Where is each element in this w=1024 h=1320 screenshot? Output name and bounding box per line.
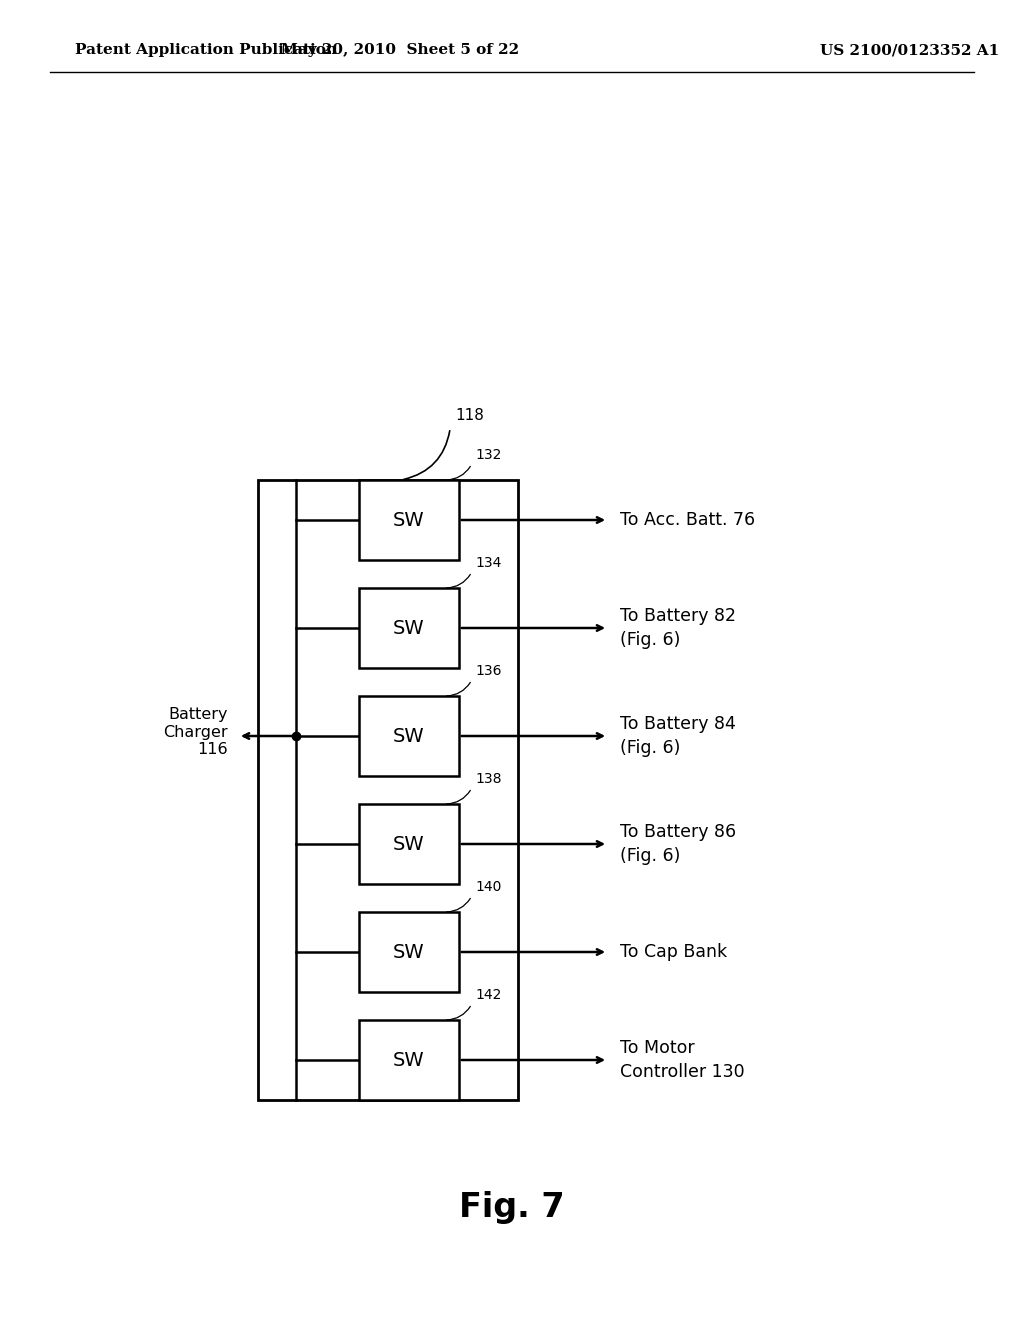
Text: SW: SW bbox=[393, 834, 425, 854]
Text: 132: 132 bbox=[476, 447, 502, 462]
FancyArrowPatch shape bbox=[446, 574, 470, 587]
Bar bbox=[358, 696, 459, 776]
Bar bbox=[358, 587, 459, 668]
FancyArrowPatch shape bbox=[403, 430, 450, 479]
Text: Fig. 7: Fig. 7 bbox=[459, 1192, 565, 1225]
Bar bbox=[358, 912, 459, 993]
Text: (Fig. 6): (Fig. 6) bbox=[620, 847, 680, 865]
Text: 140: 140 bbox=[476, 880, 502, 894]
Text: To Battery 86: To Battery 86 bbox=[620, 822, 736, 841]
Text: 138: 138 bbox=[476, 772, 503, 785]
Text: To Acc. Batt. 76: To Acc. Batt. 76 bbox=[620, 511, 755, 529]
Text: (Fig. 6): (Fig. 6) bbox=[620, 631, 680, 649]
Text: SW: SW bbox=[393, 726, 425, 746]
Text: 142: 142 bbox=[476, 987, 502, 1002]
Text: To Motor: To Motor bbox=[620, 1039, 694, 1057]
Bar bbox=[358, 1020, 459, 1100]
FancyArrowPatch shape bbox=[446, 682, 470, 696]
Text: US 2100/0123352 A1: US 2100/0123352 A1 bbox=[820, 44, 999, 57]
Text: SW: SW bbox=[393, 1051, 425, 1069]
Text: Charger: Charger bbox=[164, 725, 228, 739]
Text: SW: SW bbox=[393, 511, 425, 529]
Text: 136: 136 bbox=[476, 664, 503, 678]
Text: Battery: Battery bbox=[169, 706, 228, 722]
FancyArrowPatch shape bbox=[446, 1006, 470, 1020]
Text: To Battery 82: To Battery 82 bbox=[620, 607, 736, 624]
Text: (Fig. 6): (Fig. 6) bbox=[620, 739, 680, 756]
Text: To Cap Bank: To Cap Bank bbox=[620, 942, 727, 961]
Bar bbox=[358, 804, 459, 884]
FancyArrowPatch shape bbox=[446, 466, 470, 480]
Text: 134: 134 bbox=[476, 556, 502, 570]
FancyArrowPatch shape bbox=[446, 791, 470, 804]
Text: Controller 130: Controller 130 bbox=[620, 1063, 744, 1081]
FancyArrowPatch shape bbox=[446, 899, 470, 912]
Text: 116: 116 bbox=[198, 742, 228, 758]
Text: May 20, 2010  Sheet 5 of 22: May 20, 2010 Sheet 5 of 22 bbox=[281, 44, 519, 57]
Text: SW: SW bbox=[393, 942, 425, 961]
Bar bbox=[258, 480, 518, 1100]
Text: 118: 118 bbox=[456, 408, 484, 422]
Text: To Battery 84: To Battery 84 bbox=[620, 715, 736, 733]
Text: Patent Application Publication: Patent Application Publication bbox=[75, 44, 337, 57]
Text: SW: SW bbox=[393, 619, 425, 638]
Bar bbox=[358, 480, 459, 560]
